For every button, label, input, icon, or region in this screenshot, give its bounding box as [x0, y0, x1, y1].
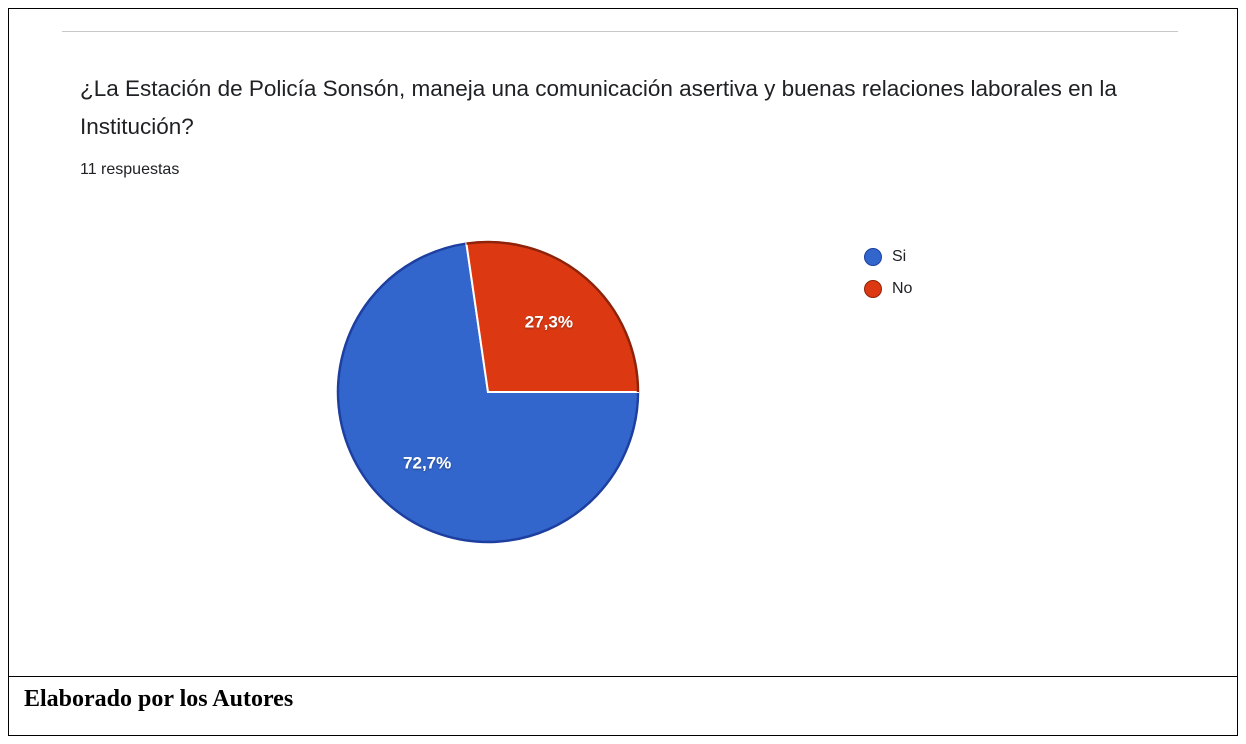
legend: Si No: [864, 241, 912, 305]
header-rule: [62, 31, 1178, 32]
legend-swatch-no: [864, 280, 882, 298]
legend-label-si: Si: [892, 248, 907, 265]
legend-item-no[interactable]: No: [864, 273, 912, 305]
slice-label-no: 27,3%: [525, 313, 573, 332]
slice-label-si: 72,7%: [403, 453, 451, 472]
legend-item-si[interactable]: Si: [864, 241, 912, 273]
figure-frame: [8, 8, 1238, 736]
caption-authors: Elaborado por los Autores: [24, 686, 294, 712]
response-count: 11 respuestas: [80, 161, 180, 178]
legend-label-no: No: [892, 280, 913, 297]
pie-slice-edge-si: [336, 242, 640, 544]
pie-slice-edge-no: [466, 240, 640, 393]
question-title: ¿La Estación de Policía Sonsón, maneja u…: [80, 76, 1117, 139]
caption-divider: [8, 676, 1238, 677]
legend-swatch-si: [864, 248, 882, 266]
